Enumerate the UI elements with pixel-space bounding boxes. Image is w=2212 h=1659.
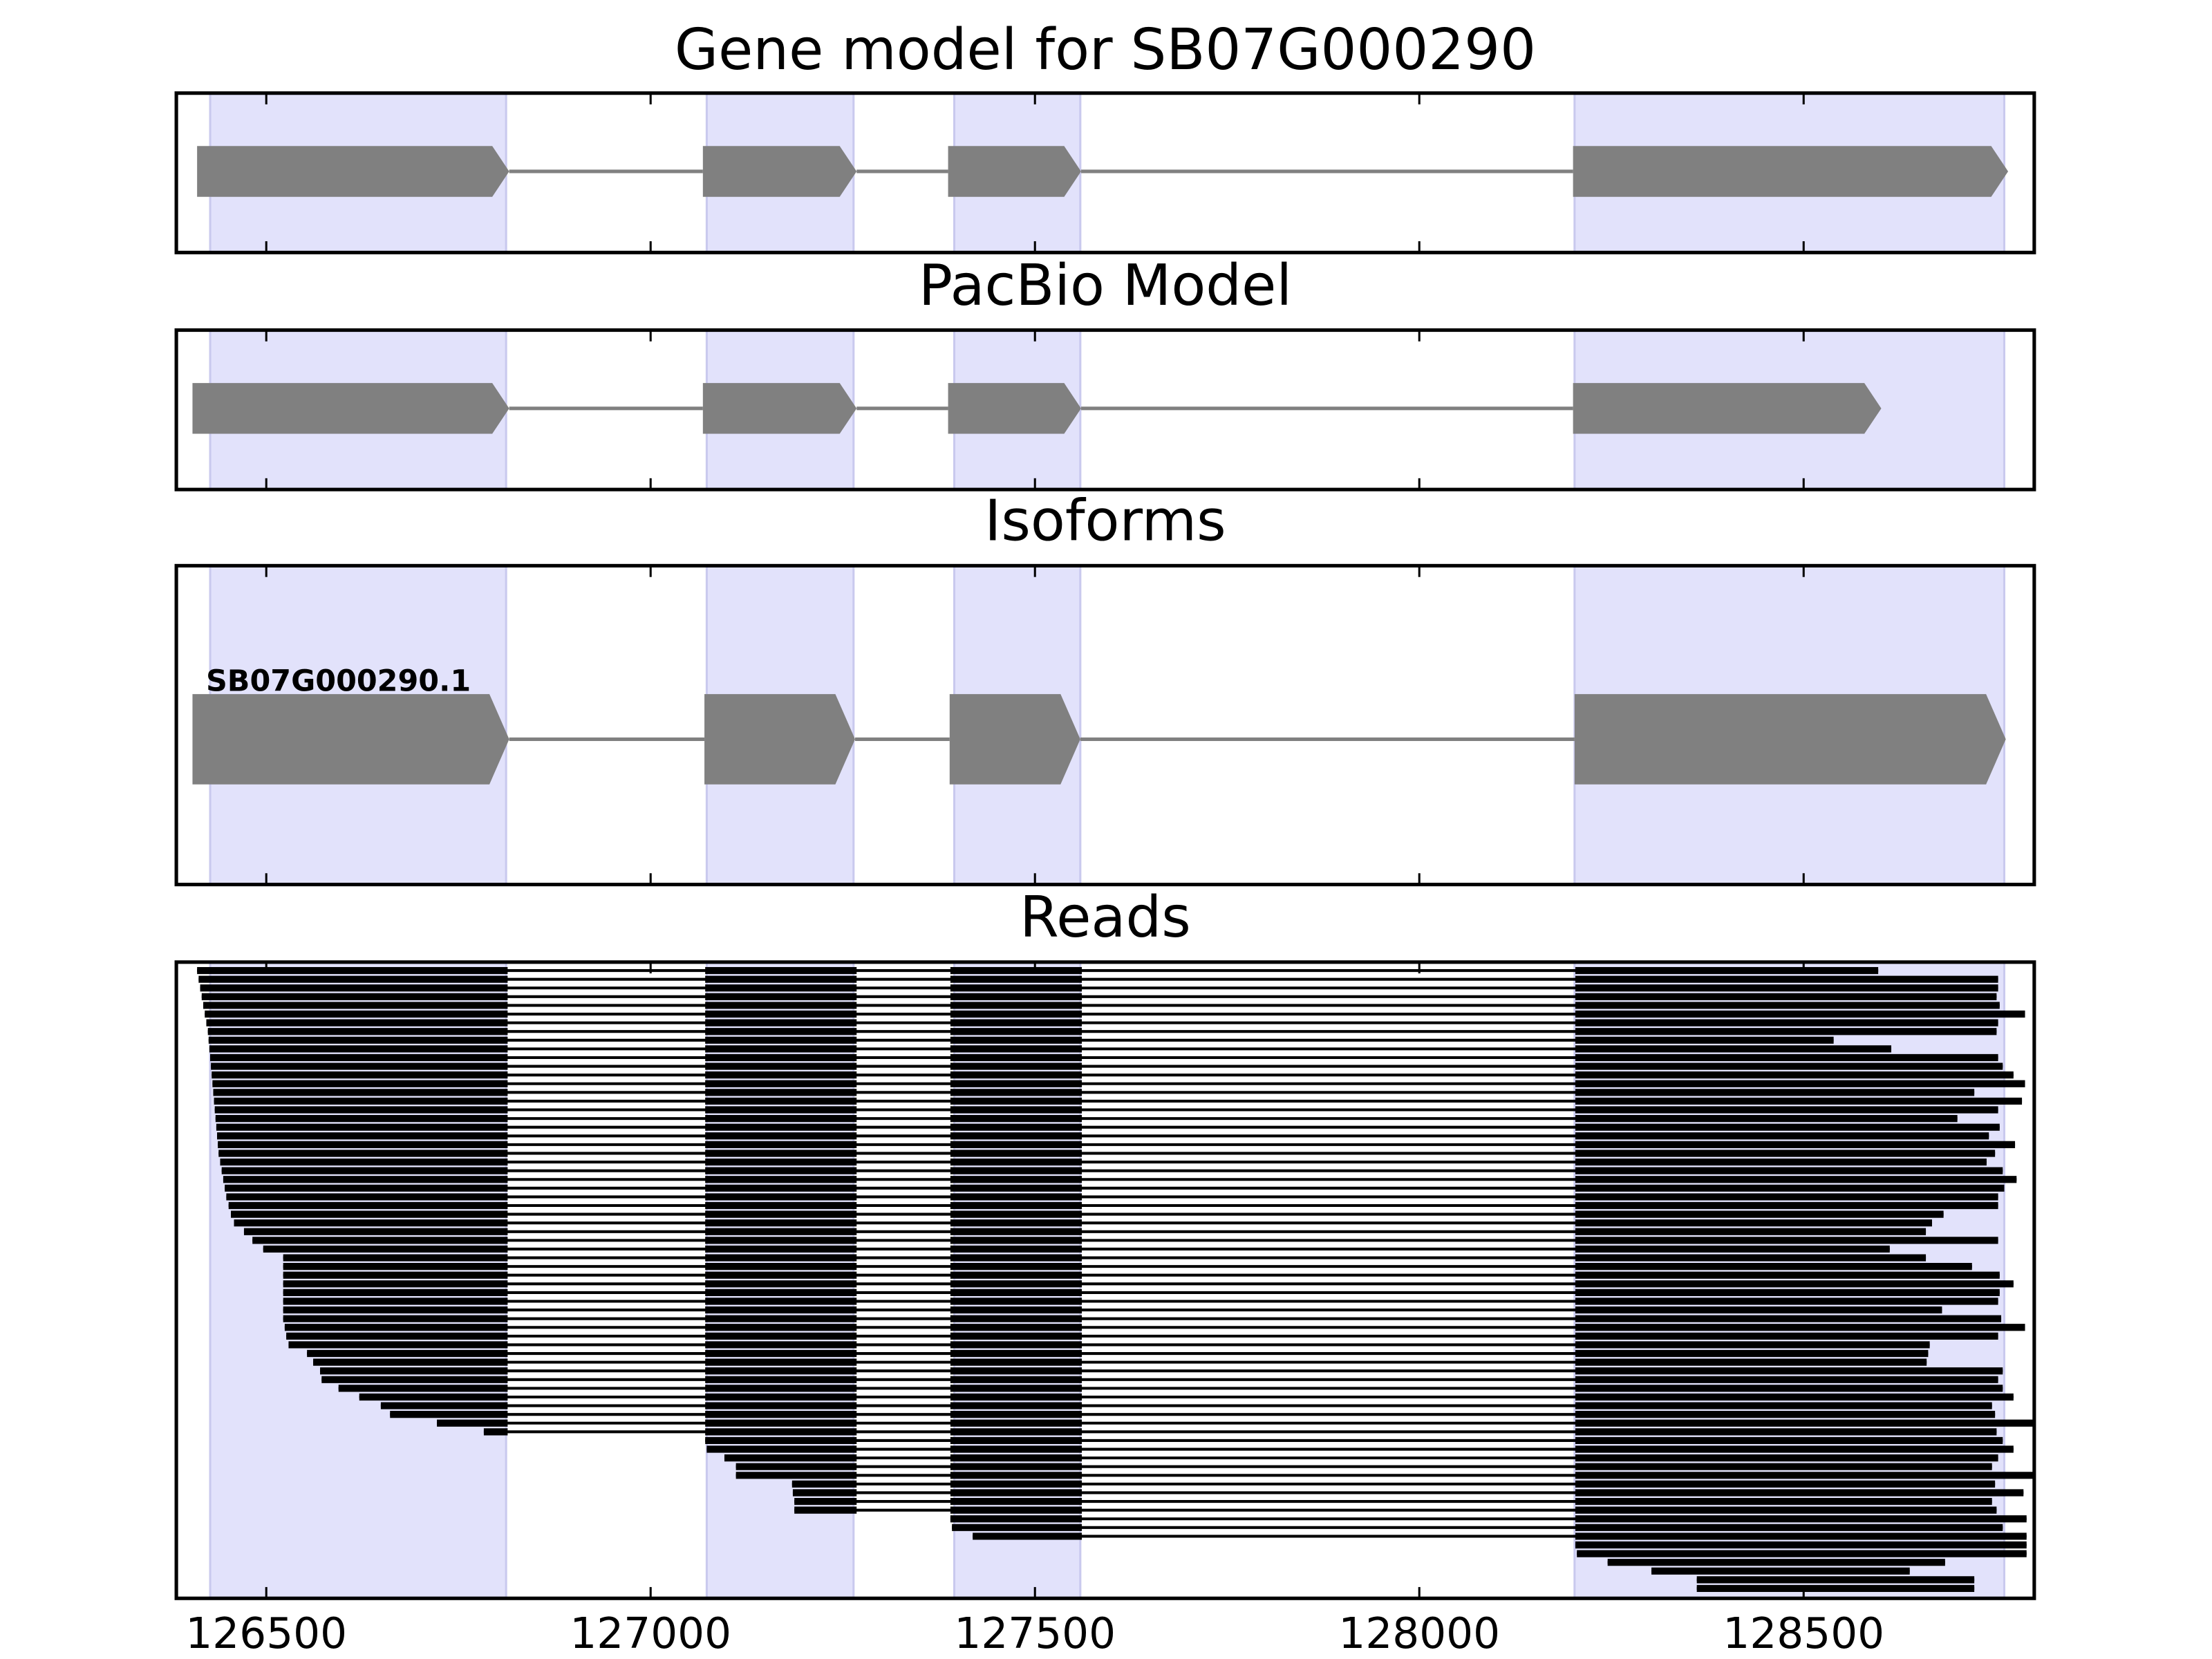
exon xyxy=(948,383,1081,434)
exon xyxy=(1573,146,2009,197)
panel-title: Isoforms xyxy=(984,489,1226,554)
exon xyxy=(949,694,1080,785)
exon xyxy=(704,694,856,785)
panel-title: Reads xyxy=(1020,885,1191,950)
panel-title: Gene model for SB07G000290 xyxy=(675,17,1536,83)
x-tick-label: 126500 xyxy=(185,1609,347,1658)
exon xyxy=(192,383,509,434)
x-tick-label: 127000 xyxy=(570,1609,731,1658)
isoform-label: SB07G000290.1 xyxy=(206,664,471,698)
exon xyxy=(1574,694,2006,785)
axes-frame xyxy=(174,563,2036,887)
exon xyxy=(1573,383,1882,434)
exon xyxy=(702,383,857,434)
axes-frame xyxy=(174,328,2036,491)
exon xyxy=(197,146,509,197)
exon xyxy=(192,694,509,785)
panel-title: PacBio Model xyxy=(919,253,1292,319)
x-tick-label: 127500 xyxy=(954,1609,1116,1658)
x-tick-label: 128500 xyxy=(1723,1609,1884,1658)
exon xyxy=(702,146,857,197)
x-tick-label: 128000 xyxy=(1338,1609,1500,1658)
panel: Isoforms SB07G000290.1 xyxy=(174,489,2036,887)
exon xyxy=(948,146,1081,197)
panel: Reads 126500 127000 127500 128000 128500 xyxy=(174,885,2036,1658)
axes-frame xyxy=(174,960,2036,1600)
panel: Gene model for SB07G000290 xyxy=(174,17,2036,254)
axes-frame xyxy=(174,91,2036,254)
panel: PacBio Model xyxy=(174,253,2036,491)
